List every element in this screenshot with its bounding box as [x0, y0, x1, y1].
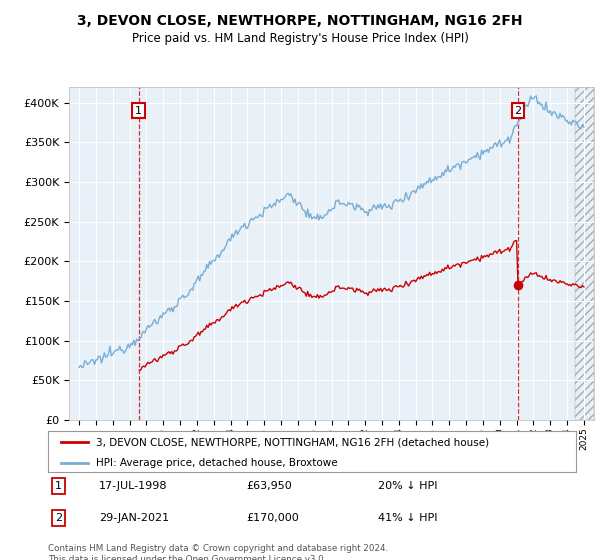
Text: 1: 1: [135, 106, 142, 115]
Text: Price paid vs. HM Land Registry's House Price Index (HPI): Price paid vs. HM Land Registry's House …: [131, 32, 469, 45]
Text: 2: 2: [55, 514, 62, 523]
Text: Contains HM Land Registry data © Crown copyright and database right 2024.
This d: Contains HM Land Registry data © Crown c…: [48, 544, 388, 560]
Text: £170,000: £170,000: [246, 514, 299, 523]
Text: 3, DEVON CLOSE, NEWTHORPE, NOTTINGHAM, NG16 2FH: 3, DEVON CLOSE, NEWTHORPE, NOTTINGHAM, N…: [77, 14, 523, 28]
Text: 2: 2: [514, 106, 521, 115]
Text: 17-JUL-1998: 17-JUL-1998: [99, 481, 167, 491]
Text: 1: 1: [55, 481, 62, 491]
Text: £63,950: £63,950: [246, 481, 292, 491]
Text: 41% ↓ HPI: 41% ↓ HPI: [378, 514, 437, 523]
Text: 29-JAN-2021: 29-JAN-2021: [99, 514, 169, 523]
Text: 3, DEVON CLOSE, NEWTHORPE, NOTTINGHAM, NG16 2FH (detached house): 3, DEVON CLOSE, NEWTHORPE, NOTTINGHAM, N…: [95, 437, 488, 447]
Text: 20% ↓ HPI: 20% ↓ HPI: [378, 481, 437, 491]
Text: HPI: Average price, detached house, Broxtowe: HPI: Average price, detached house, Brox…: [95, 458, 337, 468]
